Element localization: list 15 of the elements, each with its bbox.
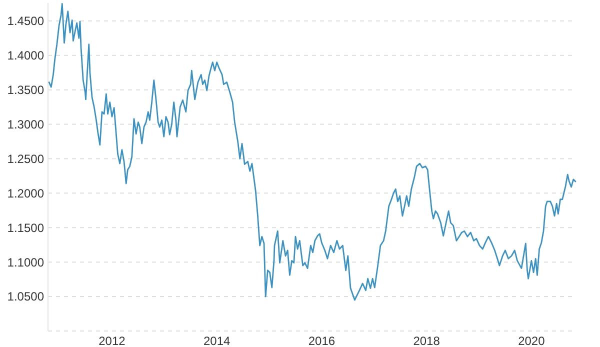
y-tick-label: 1.4500 [7,14,44,28]
y-tick-label: 1.3000 [7,117,44,132]
y-tick-label: 1.2500 [7,152,44,166]
x-tick-label: 2016 [308,334,336,347]
x-tick-label: 2020 [518,334,546,347]
x-tick-label: 2012 [98,334,126,347]
y-tick-label: 1.1500 [7,220,44,235]
y-tick-label: 1.4000 [7,48,44,63]
y-tick-label: 1.1000 [7,255,44,270]
y-tick-label: 1.3500 [7,83,44,98]
y-tick-label: 1.2000 [7,186,44,200]
line-series [48,2,576,301]
x-tick-label: 2018 [413,334,440,347]
y-tick-label: 1.0500 [7,290,44,304]
x-tick-label: 2014 [203,334,231,347]
